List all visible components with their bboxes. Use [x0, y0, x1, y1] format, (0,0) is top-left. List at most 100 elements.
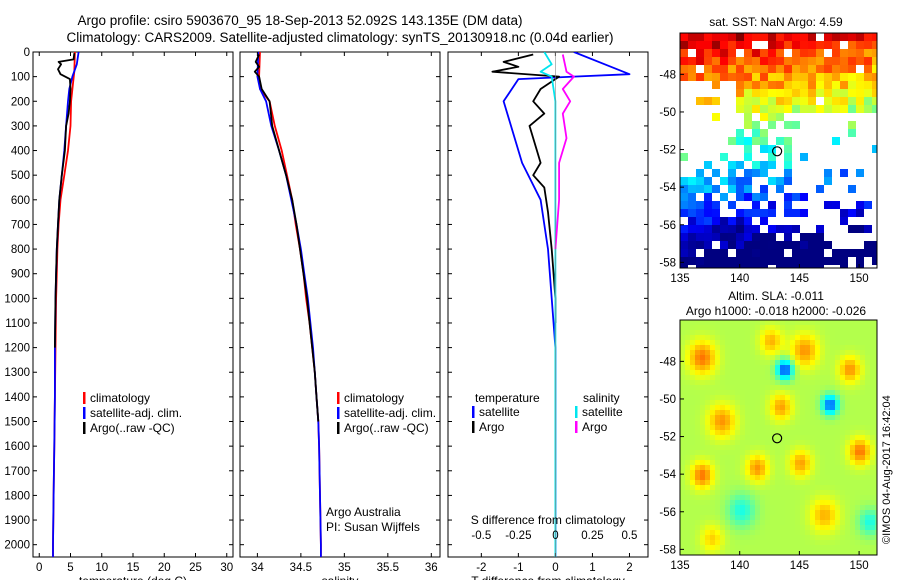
heatmap-cell	[870, 430, 875, 435]
heatmap-cell	[735, 485, 740, 490]
heatmap-cell	[745, 380, 750, 385]
heatmap-cell	[690, 490, 695, 495]
heatmap-cell	[865, 515, 870, 520]
heatmap-cell	[835, 530, 840, 535]
heatmap-cell	[705, 415, 710, 420]
heatmap-cell	[855, 495, 860, 500]
heatmap-cell	[860, 325, 865, 330]
heatmap-cell	[775, 520, 780, 525]
heatmap-cell	[775, 465, 780, 470]
heatmap-cell	[816, 105, 824, 113]
heatmap-cell	[865, 500, 870, 505]
heatmap-cell	[850, 475, 855, 480]
heatmap-cell	[765, 465, 770, 470]
heatmap-cell	[725, 350, 730, 355]
heatmap-cell	[680, 257, 688, 265]
heatmap-cell	[790, 440, 795, 445]
heatmap-cell	[875, 430, 877, 435]
heatmap-cell	[712, 49, 720, 57]
heatmap-cell	[725, 465, 730, 470]
heatmap-cell	[835, 395, 840, 400]
heatmap-cell	[805, 385, 810, 390]
heatmap-cell	[760, 540, 765, 545]
heatmap-cell	[688, 201, 696, 209]
heatmap-cell	[720, 475, 725, 480]
heatmap-cell	[725, 330, 730, 335]
heatmap-cell	[856, 209, 864, 217]
heatmap-cell	[776, 33, 784, 41]
heatmap-cell	[744, 153, 752, 161]
heatmap-cell	[865, 390, 870, 395]
heatmap-cell	[864, 81, 872, 89]
heatmap-cell	[875, 355, 877, 360]
heatmap-cell	[810, 530, 815, 535]
heatmap-cell	[875, 350, 877, 355]
heatmap-cell	[820, 395, 825, 400]
heatmap-cell	[860, 395, 865, 400]
heatmap-cell	[875, 520, 877, 525]
heatmap-cell	[790, 470, 795, 475]
heatmap-cell	[755, 455, 760, 460]
heatmap-cell	[840, 425, 845, 430]
heatmap-cell	[865, 430, 870, 435]
heatmap-cell	[776, 249, 784, 257]
heatmap-cell	[720, 330, 725, 335]
heatmap-cell	[780, 330, 785, 335]
heatmap-cell	[815, 530, 820, 535]
heatmap-cell	[700, 375, 705, 380]
heatmap-cell	[720, 445, 725, 450]
heatmap-cell	[705, 360, 710, 365]
heatmap-cell	[856, 169, 864, 177]
heatmap-cell	[865, 460, 870, 465]
heatmap-cell	[870, 535, 875, 540]
heatmap-cell	[820, 500, 825, 505]
heatmap-cell	[870, 515, 875, 520]
heatmap-cell	[745, 510, 750, 515]
heatmap-cell	[770, 500, 775, 505]
heatmap-cell	[795, 545, 800, 550]
heatmap-cell	[700, 325, 705, 330]
heatmap-cell	[785, 385, 790, 390]
heatmap-cell	[725, 535, 730, 540]
heatmap-cell	[790, 485, 795, 490]
heatmap-cell	[855, 480, 860, 485]
heatmap-cell	[755, 485, 760, 490]
heatmap-cell	[875, 455, 877, 460]
heatmap-cell	[710, 330, 715, 335]
heatmap-cell	[776, 97, 784, 105]
heatmap-cell	[785, 475, 790, 480]
heatmap-cell	[800, 475, 805, 480]
heatmap-cell	[728, 177, 736, 185]
heatmap-field	[680, 33, 877, 268]
heatmap-cell	[685, 415, 690, 420]
heatmap-cell	[864, 33, 872, 41]
heatmap-cell	[695, 320, 700, 325]
heatmap-cell	[765, 320, 770, 325]
heatmap-cell	[780, 495, 785, 500]
heatmap-cell	[815, 430, 820, 435]
heatmap-cell	[728, 65, 736, 73]
heatmap-cell	[735, 445, 740, 450]
heatmap-cell	[840, 65, 848, 73]
heatmap-cell	[740, 360, 745, 365]
heatmap-cell	[875, 440, 877, 445]
heatmap-cell	[815, 500, 820, 505]
heatmap-cell	[755, 465, 760, 470]
heatmap-cell	[810, 320, 815, 325]
heatmap-cell	[710, 470, 715, 475]
heatmap-cell	[720, 500, 725, 505]
heatmap-cell	[840, 390, 845, 395]
heatmap-cell	[720, 525, 725, 530]
heatmap-cell	[730, 450, 735, 455]
heatmap-cell	[800, 495, 805, 500]
heatmap-cell	[870, 375, 875, 380]
heatmap-cell	[808, 257, 816, 265]
heatmap-cell	[680, 460, 685, 465]
heatmap-cell	[745, 400, 750, 405]
pi-label: PI: Susan Wijffels	[326, 520, 420, 534]
heatmap-cell	[710, 475, 715, 480]
heatmap-cell	[850, 330, 855, 335]
heatmap-cell	[745, 535, 750, 540]
heatmap-cell	[810, 430, 815, 435]
heatmap-cell	[820, 320, 825, 325]
